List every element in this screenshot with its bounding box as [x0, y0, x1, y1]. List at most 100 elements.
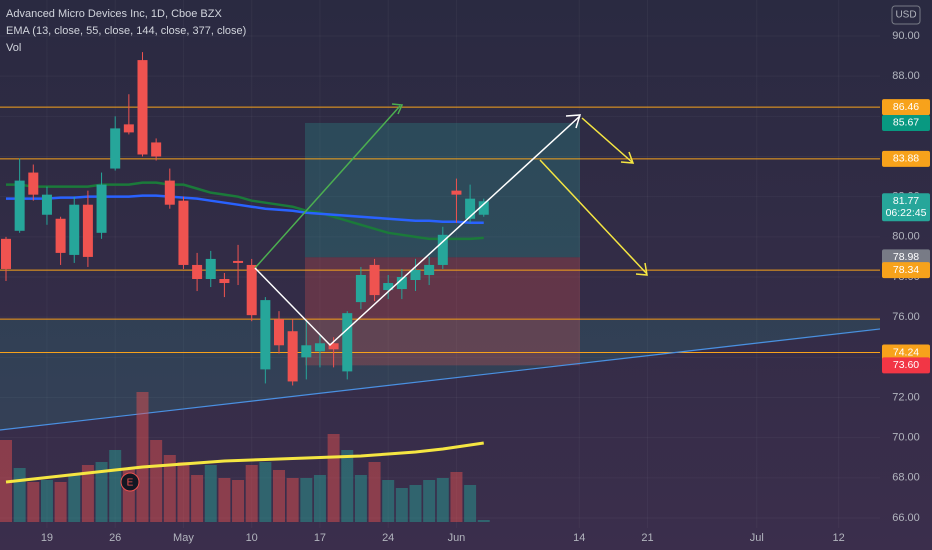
volume-bar [218, 478, 231, 522]
price-label: 78.34 [893, 264, 919, 276]
volume-bar [68, 475, 81, 522]
arrow-head [391, 103, 404, 115]
price-label: 86.46 [893, 101, 919, 113]
x-tick-label: Jun [448, 532, 466, 544]
candle-body [14, 180, 25, 231]
price-label-bg [882, 193, 930, 222]
candle-body [96, 184, 107, 233]
volume-bar [150, 440, 163, 522]
y-tick-label: 70.00 [892, 432, 920, 444]
y-tick-label: 80.00 [892, 231, 920, 243]
volume-bar [464, 485, 477, 522]
candle-body [246, 264, 257, 316]
candle-body [369, 264, 380, 296]
support-zone [0, 320, 880, 430]
candle-body [383, 283, 394, 291]
candle-body [314, 343, 325, 352]
volume-bar [81, 465, 94, 522]
candle-body [82, 204, 93, 257]
volume-bar [40, 480, 53, 522]
volume-bar [354, 475, 367, 522]
candle-body [151, 142, 162, 157]
x-tick-label: 21 [641, 532, 653, 544]
price-label: 83.88 [893, 153, 919, 165]
price-label-bg [882, 262, 930, 279]
arrow-white [254, 115, 581, 347]
volume-bar [300, 478, 313, 522]
arrow-head [565, 114, 582, 129]
candle-body [274, 319, 284, 346]
line-series [5, 441, 484, 484]
volume-bar [177, 462, 190, 522]
candle-body [219, 279, 230, 284]
candles [1, 52, 489, 386]
volume-bar [436, 478, 449, 522]
price-label-bg [882, 114, 930, 131]
volume-bar [245, 465, 258, 522]
volume-bar [109, 450, 122, 522]
candle-body [123, 124, 134, 133]
volume-bar [232, 480, 245, 522]
candle-body [41, 194, 52, 215]
candle-body [137, 60, 148, 155]
price-label: 74.24 [893, 346, 919, 358]
candle-body [410, 269, 421, 281]
volume-bar [409, 485, 422, 522]
candle-body [328, 343, 339, 350]
price-label: 78.98 [893, 251, 919, 263]
candle-body [164, 180, 175, 205]
indicator-label: EMA (13, close, 55, close, 144, close, 3… [6, 25, 246, 37]
candle-body [178, 200, 189, 265]
y-tick-label: 76.00 [892, 311, 920, 323]
volume-bar [27, 482, 40, 522]
axis: 90.0088.0086.0084.0082.0080.0078.0076.00… [41, 30, 930, 544]
volume-bar [477, 520, 490, 522]
price-label-bg [882, 344, 930, 361]
countdown: 06:22:45 [886, 207, 927, 219]
trend-line [0, 322, 932, 431]
candle-body [465, 198, 476, 219]
chart-title: Advanced Micro Devices Inc, 1D, Cboe BZX [6, 8, 222, 20]
ema-lines [5, 181, 484, 484]
candle-body [110, 128, 121, 169]
drawings [254, 103, 648, 347]
candle-body [396, 277, 407, 290]
price-label: 85.67 [893, 117, 919, 129]
volume-bar [423, 480, 436, 522]
volume-bar [54, 482, 67, 522]
candle-body [287, 331, 298, 382]
volume-bar [13, 468, 26, 522]
volume-bar [313, 475, 326, 522]
volume-bar [341, 450, 354, 522]
candle-body [451, 190, 462, 195]
candle-body [1, 238, 11, 269]
x-tick-label: 10 [246, 532, 258, 544]
arrow-green [254, 105, 401, 269]
volume-bar [191, 475, 204, 522]
x-tick-label: 17 [314, 532, 326, 544]
currency-box[interactable] [891, 5, 921, 25]
candle-body [192, 264, 203, 280]
arrow-yellow [539, 159, 648, 275]
price-label: 81.77 [893, 195, 919, 207]
y-tick-label: 66.00 [892, 512, 920, 524]
line-series [6, 181, 484, 241]
y-tick-label: 90.00 [892, 30, 920, 42]
y-tick-label: 68.00 [892, 472, 920, 484]
volume-bar [327, 434, 340, 522]
earnings-marker[interactable] [120, 472, 140, 492]
x-tick-label: 19 [41, 532, 53, 544]
candle-body [205, 258, 216, 280]
arrow-yellow [581, 117, 634, 164]
candle-body [55, 218, 66, 253]
candle-body [233, 260, 244, 263]
candle-body [478, 201, 489, 215]
candle-body [28, 172, 39, 195]
levels [0, 106, 880, 354]
y-tick-label: 72.00 [892, 391, 920, 403]
price-label-bg [882, 249, 930, 266]
volume-bar [163, 455, 176, 522]
y-tick-label: 88.00 [892, 70, 920, 82]
line-series [6, 194, 484, 225]
